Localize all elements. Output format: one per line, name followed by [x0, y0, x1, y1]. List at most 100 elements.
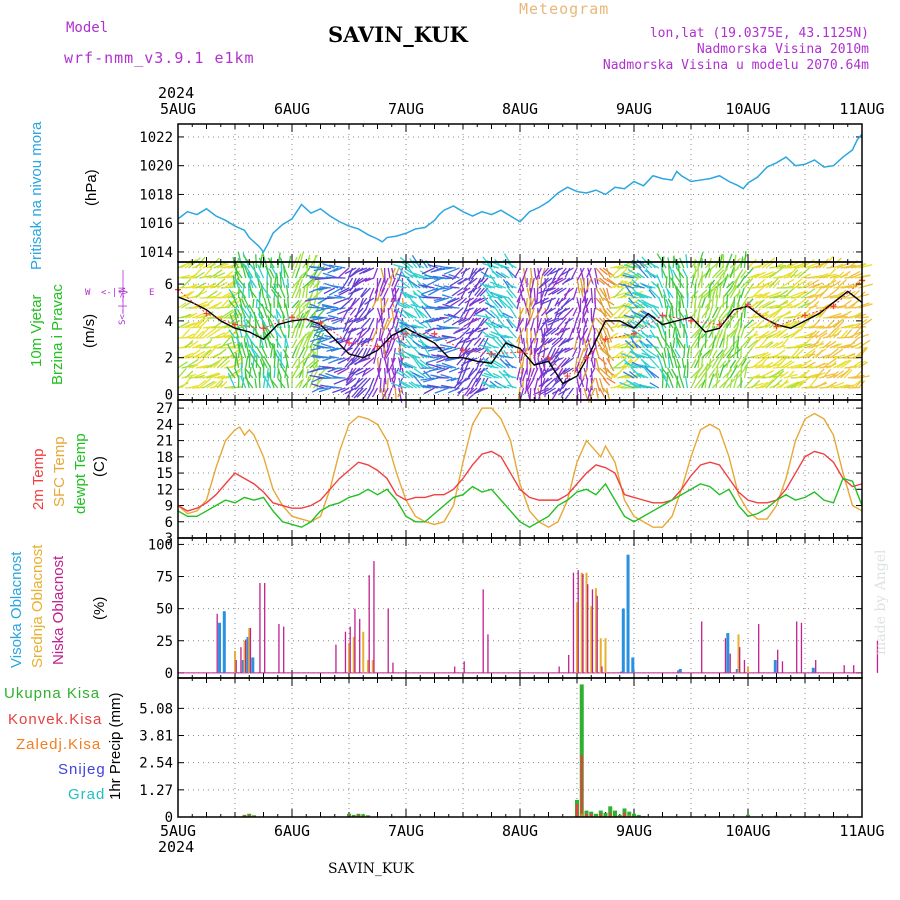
cloud-bar-low — [245, 639, 247, 673]
cloud-bar-low — [283, 626, 285, 673]
cloud-bar-low — [354, 608, 356, 673]
cloud-ylabel-low: Niska Oblacnost — [50, 555, 67, 665]
cloud-bar-high — [773, 660, 777, 673]
cloud-bar-mid — [747, 666, 749, 673]
precip-bar-strat — [580, 813, 583, 817]
cloud-bar-low — [853, 665, 855, 673]
cloud-bar-low — [568, 654, 570, 673]
bottom-date-label: 5AUG — [160, 822, 196, 840]
cloud-bar-low — [392, 662, 394, 673]
wind-gust-point — [716, 321, 723, 328]
cloud-bar-mid — [576, 602, 578, 673]
footer-station: SAVIN_KUK — [328, 861, 415, 877]
cloud-bar-high — [735, 669, 739, 673]
precip-bar-conv — [585, 813, 588, 817]
ytick-label-precip: 1.27 — [139, 783, 173, 799]
temp-unit: (C) — [91, 456, 108, 477]
cloud-bar-low — [620, 671, 622, 673]
ytick-label-cloud: 0 — [165, 666, 173, 682]
cloud-bar-mid — [248, 627, 251, 673]
wind-gust-point — [431, 330, 438, 337]
ytick-label-cloud: 25 — [156, 634, 173, 650]
pressure-unit: (hPa) — [83, 169, 100, 206]
cloud-bar-mid — [604, 638, 607, 673]
wind-gust-point — [346, 339, 352, 346]
cloud-bar-low — [349, 626, 351, 673]
cloud-bar-low — [235, 660, 237, 673]
cloud-bar-low — [454, 666, 456, 673]
wind-arrow-field — [177, 251, 873, 404]
cloud-bar-low — [558, 666, 560, 673]
wind-gust-line — [177, 280, 863, 377]
wind-gust-point — [830, 303, 837, 310]
precip-bar-total — [632, 813, 636, 817]
precip-bar-conv — [357, 814, 360, 817]
cloud-bar-low — [249, 627, 252, 673]
precip-bar-total — [594, 813, 598, 817]
ytick-label-temp: 21 — [156, 434, 173, 450]
wind-gust-point — [583, 354, 590, 361]
top-date-label: 8AUG — [502, 100, 538, 118]
cloud-bar-mid — [599, 638, 602, 673]
ytick-label-temp: 9 — [165, 499, 173, 515]
temp-ylabel-sfc: SFC Temp — [51, 436, 68, 507]
cloud-bar-low — [677, 670, 679, 673]
wind-gust-point — [317, 319, 324, 326]
cloud-bar-low — [387, 608, 389, 673]
cloud-bar-mid — [234, 651, 236, 673]
cloud-bar-low — [800, 622, 803, 673]
wind-gust-point — [232, 321, 238, 328]
compass-e: E — [149, 288, 155, 298]
wind-gust-point — [260, 325, 267, 332]
temp-ylabel-dewpt: dewpt Temp — [72, 433, 89, 514]
bottom-date-label: 6AUG — [274, 822, 310, 840]
top-date-label: 7AUG — [388, 100, 424, 118]
cloud-bar-mid — [362, 631, 365, 673]
ytick-label-temp: 12 — [156, 482, 173, 498]
precip-bar-total — [613, 810, 617, 817]
wind-gust-point — [374, 343, 381, 350]
precip-bar-total — [617, 814, 622, 817]
precip-bar-total — [366, 815, 370, 817]
cloud-bar-low — [758, 624, 760, 673]
cloud-bar-low — [815, 660, 817, 673]
cloud-bar-low — [739, 647, 741, 673]
cloud-bar-mid — [590, 606, 593, 673]
precip-bar-conv — [609, 812, 612, 817]
bottom-date-label: 7AUG — [388, 822, 424, 840]
wind-ylabel-2: Brzina i Pravac — [49, 284, 66, 385]
ytick-label-wind: 0 — [165, 387, 173, 403]
cloud-bar-low — [487, 634, 489, 673]
legend-total: Ukupna Kisa — [4, 685, 101, 702]
bottom-date-label: 11AUG — [839, 822, 884, 840]
chart-title: SAVIN_KUK — [328, 22, 468, 47]
cloud-bar-high — [678, 669, 682, 673]
wind-gust-point — [602, 336, 609, 343]
cloud-bar-low — [701, 621, 703, 673]
pressure-ylabel: Pritisak na nivou mora — [28, 121, 45, 270]
ytick-label-precip: 2.54 — [139, 756, 173, 772]
wind-gust-point — [488, 351, 495, 357]
legend-strat: Zaledj.Kisa — [16, 736, 102, 753]
cloud-bar-high — [626, 554, 630, 673]
model-altitude-label: Nadmorska Visina u modelu 2070.64m — [602, 58, 869, 73]
compass-ns: S<-|->N — [118, 287, 128, 325]
model-name: wrf-nmm_v3.9.1 e1km — [64, 49, 255, 67]
ytick-label-pressure: 1016 — [139, 216, 173, 232]
cloud-bar-mid — [580, 572, 583, 673]
cloud-bar-high — [811, 667, 815, 673]
wind-unit: (m/s) — [81, 313, 98, 348]
cloud-bar-mid — [367, 660, 369, 673]
wind-gust-point — [203, 310, 210, 317]
cloud-unit: (%) — [91, 596, 108, 620]
cloud-bar-low — [264, 582, 266, 673]
cloud-bar-high — [251, 657, 255, 673]
cloud-bar-low — [587, 584, 589, 673]
precip-bar-total — [746, 814, 750, 817]
ytick-label-temp: 24 — [156, 417, 173, 433]
altitude-label: Nadmorska Visina 2010m — [696, 42, 869, 57]
temp-line-dewpt — [177, 477, 863, 528]
credit-label: made by Angel — [873, 549, 889, 656]
top-date-label: 11AUG — [839, 100, 884, 118]
year-bottom: 2024 — [158, 838, 195, 856]
